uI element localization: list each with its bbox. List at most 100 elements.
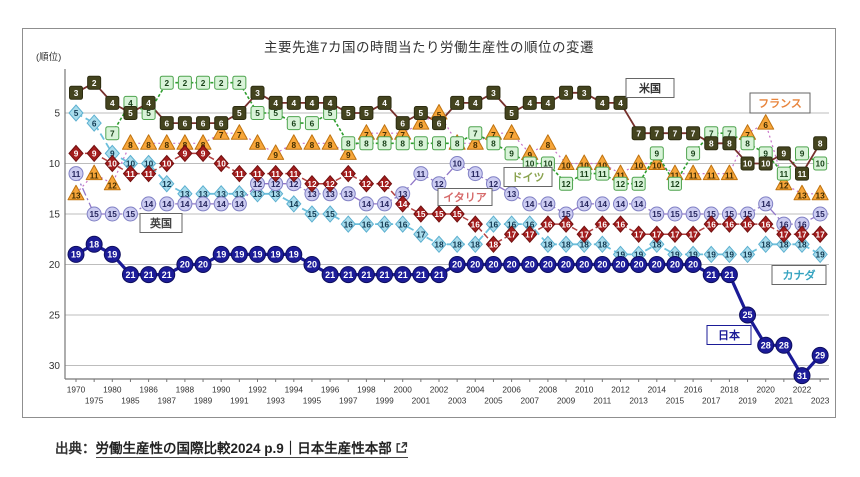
x-tick-label: 1996	[321, 385, 340, 395]
svg-text:3: 3	[491, 88, 496, 98]
svg-text:12: 12	[253, 179, 263, 189]
svg-text:2: 2	[201, 78, 206, 88]
svg-text:16: 16	[797, 219, 807, 229]
svg-text:11: 11	[126, 169, 135, 179]
svg-text:25: 25	[743, 310, 753, 320]
svg-text:19: 19	[252, 250, 262, 260]
svg-text:17: 17	[816, 229, 826, 239]
svg-text:14: 14	[289, 199, 299, 209]
svg-text:7: 7	[110, 128, 115, 138]
svg-text:18: 18	[471, 240, 481, 250]
svg-text:10: 10	[580, 160, 590, 170]
svg-text:12: 12	[108, 181, 118, 191]
svg-text:20: 20	[507, 260, 517, 270]
svg-text:9: 9	[527, 150, 532, 160]
x-tick-label: 2013	[629, 396, 648, 406]
y-tick-label: 25	[49, 311, 61, 322]
source-prefix: 出典：	[55, 441, 96, 456]
svg-text:21: 21	[125, 270, 135, 280]
svg-text:19: 19	[289, 250, 299, 260]
country-label-germany: ドイツ	[503, 167, 553, 187]
svg-text:10: 10	[162, 159, 172, 169]
svg-text:14: 14	[634, 199, 644, 209]
svg-text:12: 12	[271, 179, 281, 189]
svg-text:4: 4	[382, 98, 387, 108]
x-tick-label: 1990	[212, 385, 231, 395]
svg-text:20: 20	[198, 260, 208, 270]
svg-text:5: 5	[437, 110, 442, 120]
x-tick-label: 2014	[648, 385, 667, 395]
svg-text:13: 13	[398, 189, 408, 199]
svg-text:16: 16	[707, 219, 717, 229]
svg-text:ドイツ: ドイツ	[512, 171, 545, 184]
svg-text:21: 21	[416, 270, 426, 280]
svg-text:10: 10	[634, 160, 644, 170]
svg-text:12: 12	[670, 179, 680, 189]
svg-text:9: 9	[800, 149, 805, 159]
svg-text:15: 15	[688, 209, 698, 219]
svg-text:17: 17	[779, 229, 789, 239]
svg-text:20: 20	[488, 260, 498, 270]
svg-text:13: 13	[507, 189, 517, 199]
svg-text:8: 8	[745, 139, 750, 149]
svg-text:10: 10	[543, 159, 553, 169]
svg-text:17: 17	[688, 229, 698, 239]
source-link[interactable]: 労働生産性の国際比較2024 p.9｜日本生産性本部	[95, 441, 408, 458]
svg-text:英国: 英国	[149, 216, 172, 230]
x-tick-label: 2016	[684, 385, 703, 395]
svg-text:9: 9	[110, 149, 115, 159]
svg-text:2: 2	[237, 78, 242, 88]
svg-text:10: 10	[598, 160, 608, 170]
x-tick-label: 2009	[557, 396, 576, 406]
svg-text:12: 12	[779, 181, 789, 191]
svg-text:12: 12	[289, 179, 299, 189]
svg-text:16: 16	[471, 219, 481, 229]
svg-text:日本: 日本	[718, 328, 740, 342]
y-tick-label: 5	[54, 109, 60, 120]
svg-text:21: 21	[144, 270, 154, 280]
svg-text:20: 20	[452, 260, 462, 270]
svg-text:14: 14	[380, 199, 390, 209]
svg-text:16: 16	[598, 219, 608, 229]
x-tick-label: 2018	[720, 385, 739, 395]
svg-text:4: 4	[128, 98, 133, 108]
svg-text:11: 11	[144, 169, 153, 179]
svg-text:16: 16	[380, 219, 390, 229]
svg-text:16: 16	[761, 219, 771, 229]
svg-text:15: 15	[707, 209, 717, 219]
svg-text:21: 21	[380, 270, 390, 280]
svg-text:5: 5	[419, 108, 424, 118]
svg-text:12: 12	[325, 179, 335, 189]
svg-text:6: 6	[763, 120, 768, 130]
svg-text:19: 19	[743, 250, 753, 260]
x-tick-label: 2021	[775, 396, 794, 406]
svg-text:15: 15	[725, 209, 735, 219]
source-link-text: 労働生産性の国際比較2024 p.9｜日本生産性本部	[95, 441, 392, 456]
productivity-rank-chart: 51015202530(順位)1970197519801985198619871…	[36, 51, 830, 406]
svg-text:7: 7	[364, 130, 369, 140]
svg-text:5: 5	[328, 108, 333, 118]
svg-text:9: 9	[273, 150, 278, 160]
x-tick-label: 2004	[466, 385, 485, 395]
svg-text:18: 18	[543, 240, 553, 250]
x-tick-label: 2001	[412, 396, 431, 406]
x-tick-label: 1980	[103, 385, 122, 395]
svg-text:8: 8	[546, 140, 551, 150]
svg-text:9: 9	[509, 149, 514, 159]
svg-text:9: 9	[201, 149, 206, 159]
svg-text:17: 17	[525, 229, 535, 239]
svg-text:9: 9	[691, 149, 696, 159]
x-tick-label: 1975	[85, 396, 104, 406]
svg-text:6: 6	[419, 120, 424, 130]
svg-text:19: 19	[616, 250, 626, 260]
x-tick-label: 1986	[139, 385, 158, 395]
svg-text:18: 18	[434, 240, 444, 250]
svg-text:8: 8	[382, 139, 387, 149]
svg-text:14: 14	[180, 199, 190, 209]
country-label-france: フランス	[749, 92, 811, 114]
y-tick-label: 15	[49, 210, 61, 221]
x-tick-label: 2002	[430, 385, 449, 395]
svg-text:8: 8	[818, 139, 823, 149]
svg-text:14: 14	[398, 199, 408, 209]
